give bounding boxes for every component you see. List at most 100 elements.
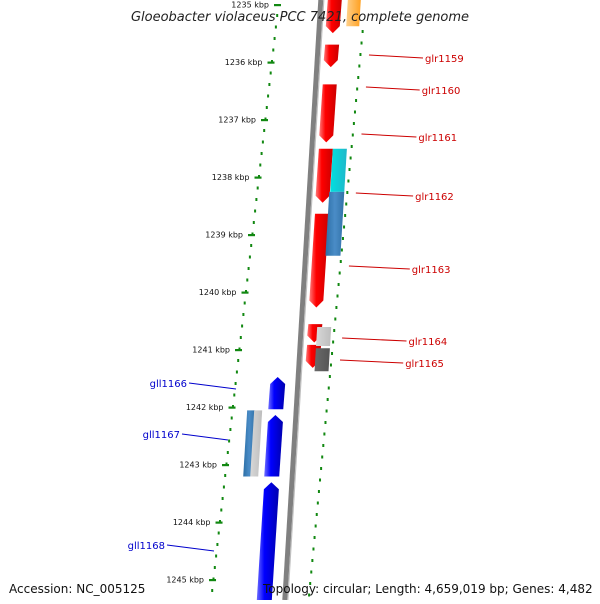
right-guide-dot — [345, 202, 348, 206]
kbp-tick-mark — [274, 4, 281, 7]
kbp-tick-mark — [222, 464, 230, 467]
right-guide-dot — [351, 133, 354, 137]
kbp-tick-mark — [228, 406, 236, 409]
right-guide-dot — [352, 122, 355, 125]
right-guide-dot — [337, 283, 340, 286]
right-guide-dot — [343, 225, 346, 229]
right-guide-dot — [353, 110, 356, 114]
kbp-tick-label: 1239 kbp — [205, 231, 243, 240]
kbp-tick-label: 1242 kbp — [186, 403, 224, 412]
right-guide-dot — [332, 340, 335, 344]
left-guide-dot — [211, 589, 214, 592]
gray-light-gene-block — [316, 327, 332, 346]
reverse-gene-leader — [181, 433, 229, 441]
left-guide-dot — [248, 255, 251, 259]
kbp-tick-label: 1237 kbp — [218, 116, 256, 125]
right-guide-dot — [321, 455, 324, 459]
right-dotted-guide — [308, 30, 364, 597]
orange-gene-block — [346, 0, 361, 27]
accession-text: Accession: NC_005125 — [9, 582, 146, 596]
right-guide-dot — [360, 41, 363, 45]
right-guide-dot — [313, 536, 316, 539]
steel-gene-block — [325, 191, 345, 256]
right-guide-dot — [324, 421, 327, 424]
right-guide-dot — [361, 30, 364, 33]
kbp-tick-mark — [215, 521, 223, 524]
forward-gene-label: glr1162 — [415, 192, 454, 203]
forward-gene-block — [323, 44, 340, 68]
right-guide-dot — [311, 559, 314, 562]
left-guide-dot — [269, 71, 272, 75]
forward-gene-block — [315, 148, 333, 203]
right-guide-dot — [349, 156, 352, 160]
kbp-tick-mark — [248, 234, 256, 237]
kbp-tick-mark — [254, 176, 262, 179]
right-guide-dot — [329, 363, 332, 367]
kbp-scale: 1235 kbp 1236 kbp 1237 kbp 1238 kbp 1239 kbp… — [166, 1, 281, 585]
genome-axis-line — [282, 0, 324, 601]
right-guide-dot — [316, 501, 319, 505]
right-guide-dot — [339, 260, 342, 263]
reverse-gene-labels: gll1166 gll1167 gll1168 — [128, 379, 237, 552]
left-guide-dot — [229, 428, 232, 431]
forward-gene-block — [325, 0, 342, 34]
left-guide-dot — [237, 359, 240, 362]
right-guide-dot — [336, 294, 339, 298]
kbp-tick-label: 1244 kbp — [173, 518, 211, 527]
reverse-gene-label: gll1167 — [143, 430, 180, 441]
left-guide-dot — [234, 382, 237, 385]
left-guide-dot — [230, 416, 233, 420]
right-guide-dot — [310, 570, 313, 574]
right-guide-dot — [328, 375, 331, 378]
kbp-tick-mark — [209, 579, 217, 582]
forward-gene-leader — [342, 337, 407, 342]
reverse-gene-label: gll1168 — [128, 541, 165, 552]
right-guide-dot — [326, 398, 329, 401]
forward-gene-label: glr1165 — [405, 359, 444, 370]
left-guide-dot — [226, 451, 229, 454]
left-guide-dot — [260, 152, 263, 155]
right-guide-dot — [346, 191, 349, 194]
left-guide-dot — [220, 508, 223, 512]
gray-gene-block-reverse — [250, 410, 263, 477]
left-guide-dot — [228, 439, 231, 443]
left-guide-dot — [216, 543, 219, 546]
left-guide-dot — [243, 301, 246, 305]
forward-gene-label: glr1159 — [425, 54, 464, 65]
kbp-tick-label: 1243 kbp — [179, 461, 217, 470]
forward-gene-label: glr1161 — [418, 133, 457, 144]
forward-gene-label: glr1163 — [412, 265, 451, 276]
right-guide-dot — [335, 306, 338, 309]
left-guide-dot — [267, 94, 270, 98]
left-guide-dot — [239, 336, 242, 339]
left-guide-dot — [255, 198, 258, 201]
kbp-tick-label: 1240 kbp — [199, 288, 237, 297]
kbp-tick-label: 1241 kbp — [192, 346, 230, 355]
right-guide-dot — [331, 352, 334, 355]
reverse-gene-leader — [166, 544, 215, 552]
left-guide-dot — [272, 48, 275, 52]
genome-title: Gloeobacter violaceus PCC 7421, complete… — [130, 10, 470, 25]
left-guide-dot — [242, 313, 245, 316]
forward-gene-leader — [355, 192, 414, 197]
right-guide-dot — [359, 53, 362, 56]
left-guide-dot — [247, 267, 250, 270]
left-guide-dot — [265, 106, 268, 109]
reverse-gene-label: gll1166 — [150, 379, 187, 390]
forward-gene-leader — [339, 359, 404, 364]
left-guide-dot — [273, 37, 276, 40]
right-guide-dot — [312, 547, 315, 551]
right-guide-dot — [320, 467, 323, 470]
left-guide-dot — [261, 140, 264, 144]
reverse-gene-block — [268, 377, 286, 410]
right-guide-dot — [325, 409, 328, 413]
reverse-gene-block — [256, 482, 279, 603]
right-guide-dot — [317, 490, 320, 493]
kbp-tick-mark — [267, 61, 275, 64]
left-guide-dot — [221, 497, 224, 500]
forward-gene-leader — [361, 133, 417, 138]
forward-gene-leader — [348, 265, 410, 270]
right-guide-dot — [344, 214, 347, 217]
